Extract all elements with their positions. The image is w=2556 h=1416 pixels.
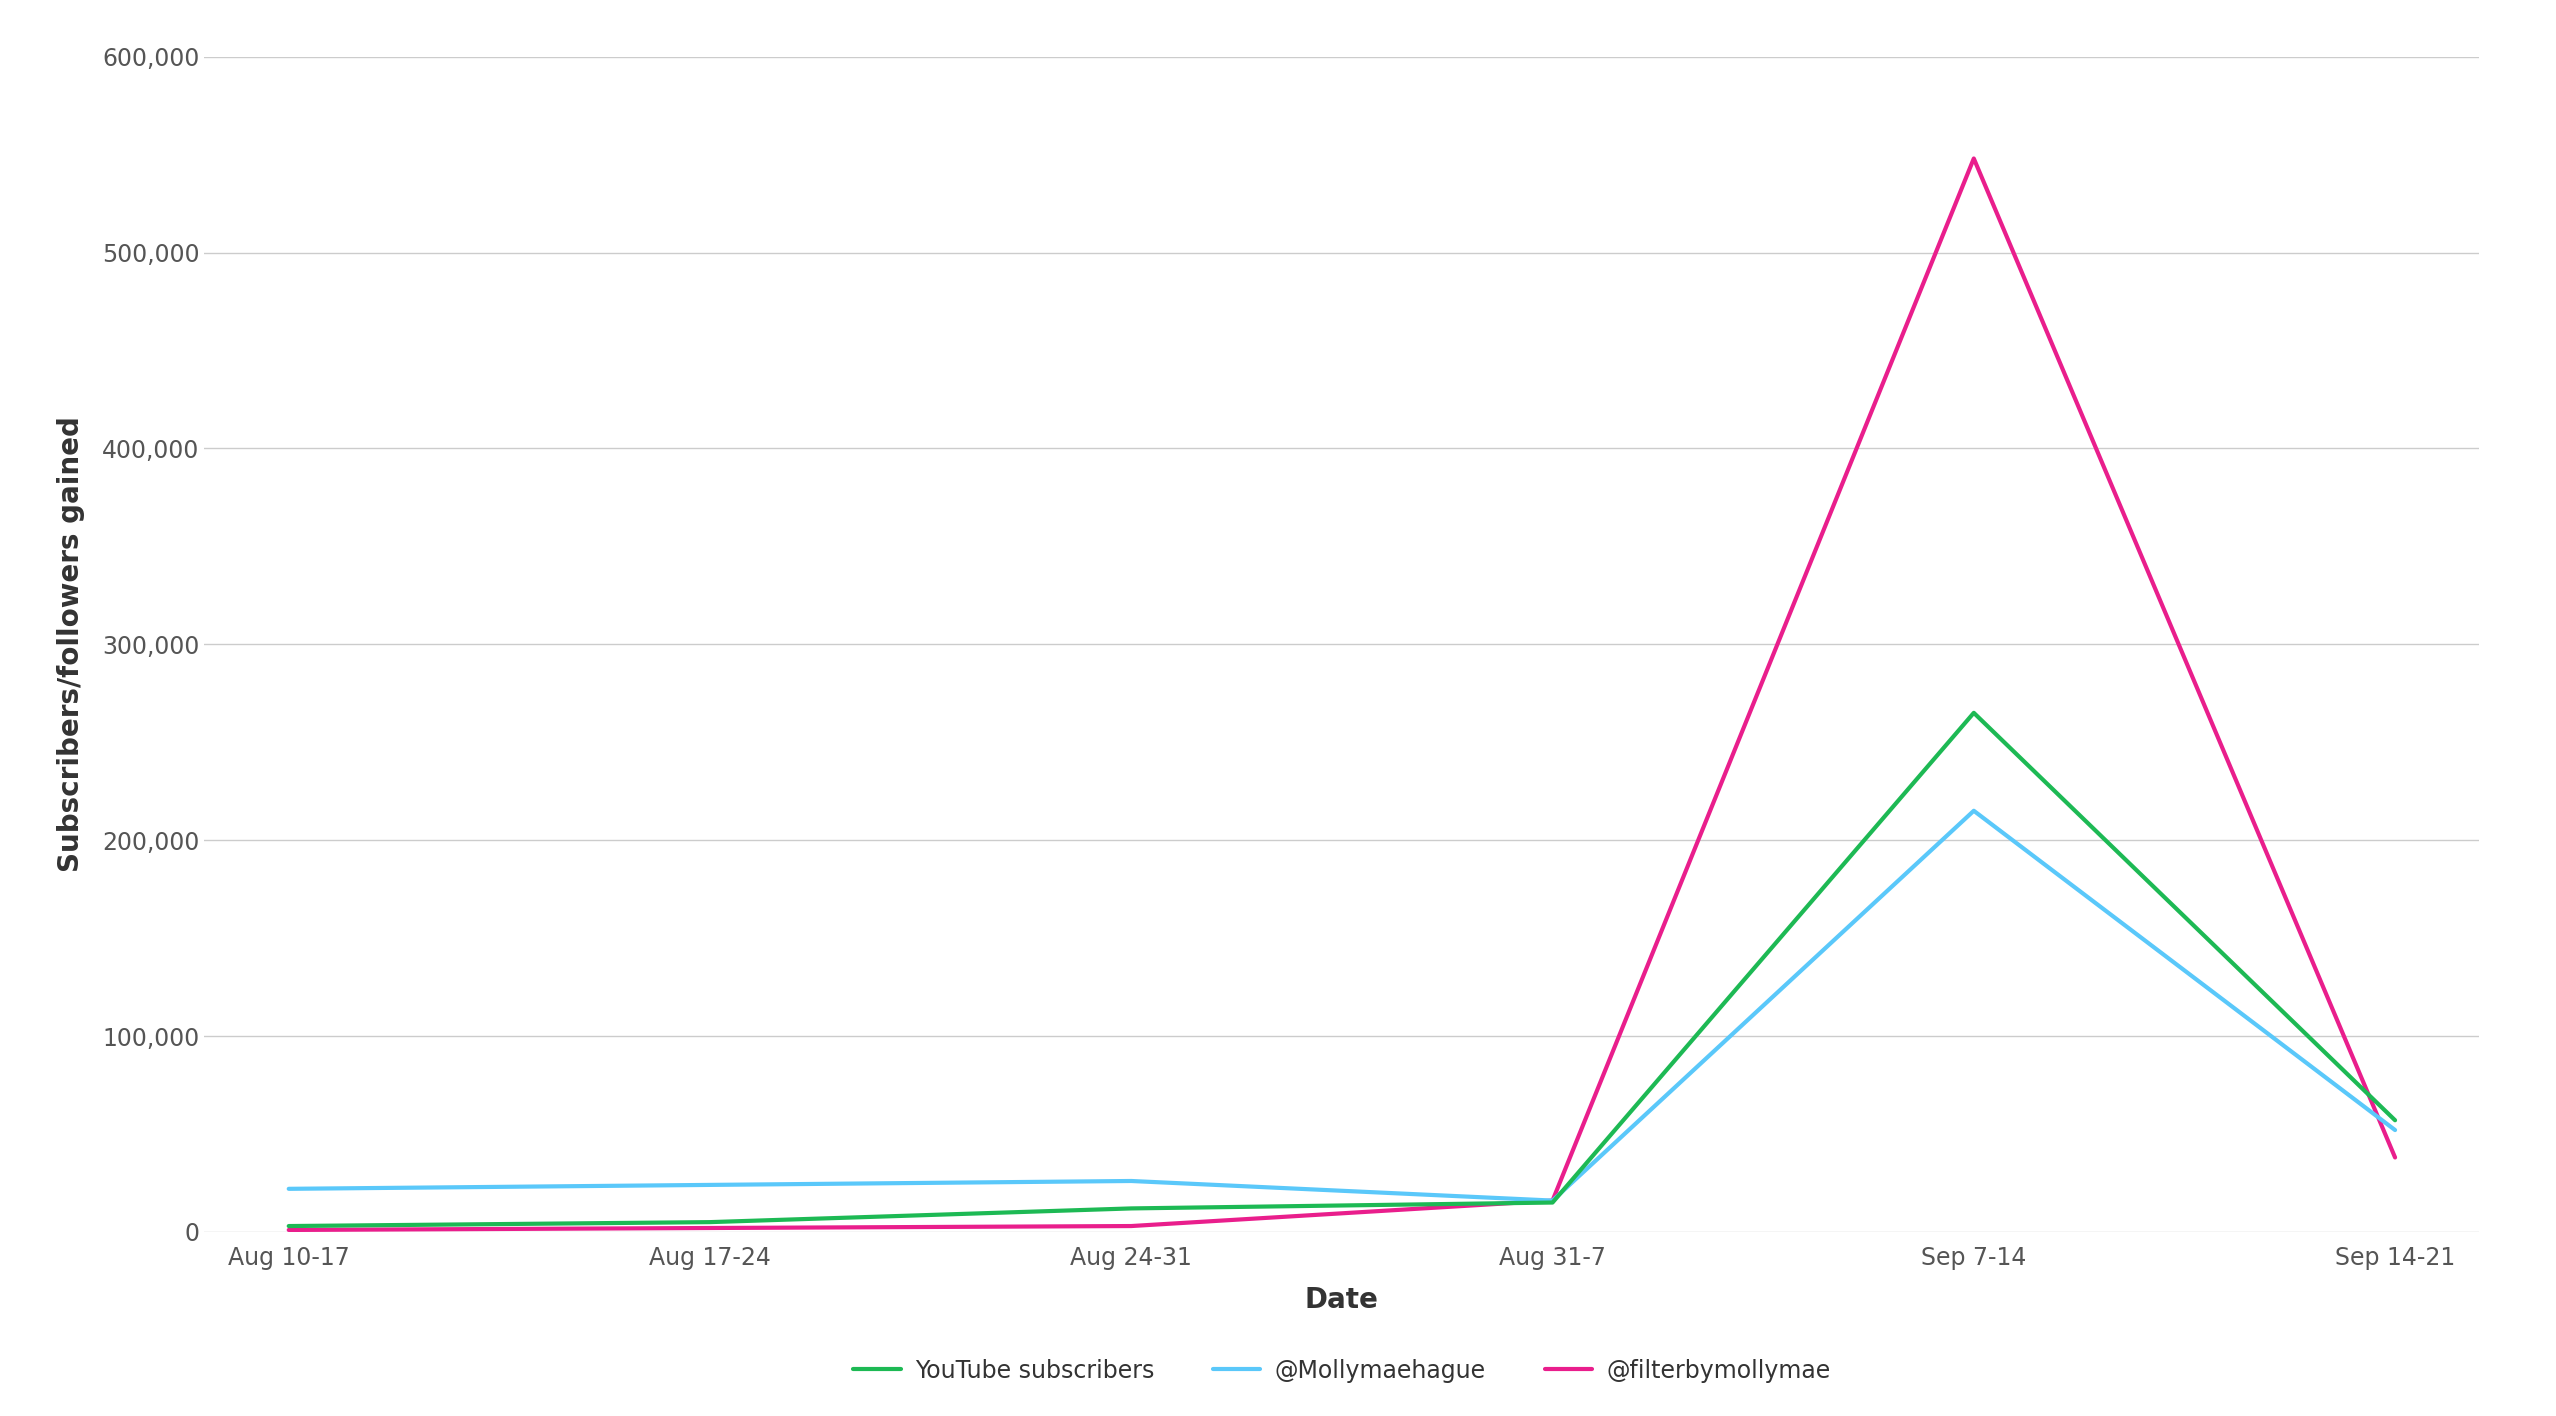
@Mollymaehague [1958, 803, 1989, 820]
@Mollymaehague [1117, 1172, 1148, 1189]
@filterbymollymae [695, 1219, 726, 1236]
Line: @filterbymollymae: @filterbymollymae [289, 159, 2395, 1231]
@filterbymollymae [1536, 1192, 1567, 1209]
X-axis label: Date: Date [1306, 1287, 1378, 1314]
@filterbymollymae [2380, 1148, 2410, 1165]
YouTube subscribers [1958, 704, 1989, 721]
Y-axis label: Subscribers/followers gained: Subscribers/followers gained [56, 416, 84, 872]
Legend: YouTube subscribers, @Mollymaehague, @filterbymollymae: YouTube subscribers, @Mollymaehague, @fi… [843, 1349, 1840, 1392]
Line: @Mollymaehague: @Mollymaehague [289, 811, 2395, 1201]
@Mollymaehague [273, 1181, 304, 1198]
Line: YouTube subscribers: YouTube subscribers [289, 712, 2395, 1226]
@filterbymollymae [1958, 150, 1989, 167]
@Mollymaehague [695, 1177, 726, 1194]
YouTube subscribers [1536, 1194, 1567, 1211]
YouTube subscribers [695, 1214, 726, 1231]
YouTube subscribers [1117, 1199, 1148, 1216]
YouTube subscribers [2380, 1112, 2410, 1129]
@Mollymaehague [1536, 1192, 1567, 1209]
@filterbymollymae [273, 1222, 304, 1239]
@filterbymollymae [1117, 1218, 1148, 1235]
YouTube subscribers [273, 1218, 304, 1235]
@Mollymaehague [2380, 1121, 2410, 1138]
